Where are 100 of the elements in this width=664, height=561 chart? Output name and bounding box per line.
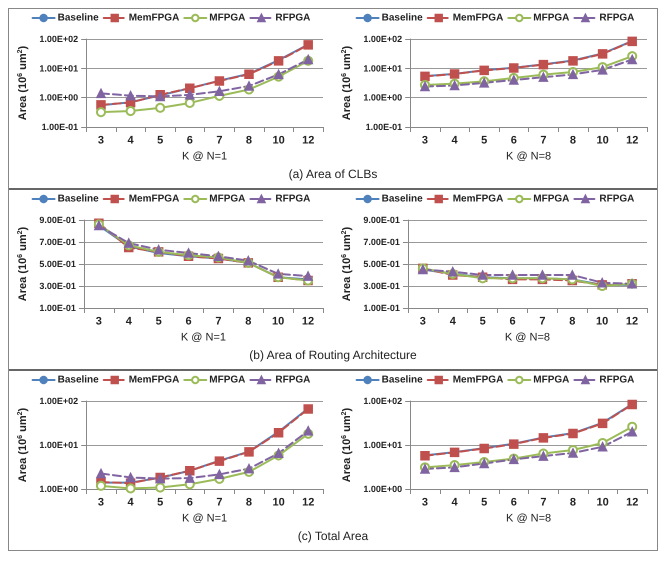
legend-label: Baseline — [58, 12, 100, 24]
legend-label: MFPGA — [533, 374, 570, 386]
x-tick-label: 12 — [626, 134, 638, 146]
x-tick-label: 8 — [569, 316, 576, 328]
legend-label: MemFPGA — [452, 374, 504, 386]
legend-label: Baseline — [58, 374, 100, 386]
x-tick-label: 7 — [540, 134, 546, 146]
x-tick-label: 10 — [272, 134, 285, 146]
x-tick-label: 3 — [98, 496, 104, 508]
x-tick-label: 6 — [186, 134, 193, 146]
y-tick-label: 1.00E-01 — [366, 122, 402, 132]
y-tick-label: 1.00E+00 — [363, 484, 402, 494]
x-tick-label: 3 — [96, 316, 102, 328]
legend-label: MFPGA — [209, 12, 246, 24]
x-tick-label: 8 — [570, 496, 576, 508]
text: (b) Area of Routing Architecture — [248, 348, 418, 362]
x-tick-label: 12 — [626, 316, 638, 328]
legend-label: RFPGA — [275, 374, 310, 386]
legend-label: MFPGA — [533, 194, 570, 204]
legend-label: MemFPGA — [452, 194, 504, 204]
x-tick-label: 4 — [450, 316, 457, 328]
x-tick-label: 6 — [510, 496, 517, 508]
x-tick-label: 6 — [510, 134, 517, 146]
x-tick-label: 8 — [570, 134, 576, 146]
text: (a) Area of CLBs — [288, 167, 378, 181]
x-tick-label: 4 — [126, 316, 133, 328]
x-tick-label: 6 — [186, 496, 193, 508]
y-tick-label: 1.00E+00 — [39, 484, 78, 494]
x-tick-label: 3 — [422, 496, 428, 508]
y-tick-label: 3.00E-01 — [39, 281, 76, 291]
x-tick-label: 7 — [216, 134, 222, 146]
x-tick-label: 6 — [185, 316, 192, 328]
y-tick-label: 1.00E+01 — [363, 440, 402, 450]
legend-label: MemFPGA — [128, 12, 180, 24]
x-axis-title: K @ N=8 — [504, 332, 550, 344]
y-tick-label: 1.00E+01 — [39, 440, 78, 450]
x-tick-label: 10 — [272, 496, 285, 508]
legend-label: MFPGA — [209, 194, 246, 204]
x-tick-label: 4 — [128, 496, 135, 508]
x-tick-label: 4 — [452, 496, 459, 508]
y-tick-label: 1.00E+02 — [363, 34, 402, 44]
x-tick-label: 7 — [540, 496, 546, 508]
y-tick-label: 1.00E+00 — [39, 92, 78, 103]
x-tick-label: 6 — [509, 316, 516, 328]
legend-label: Baseline — [382, 12, 424, 24]
x-tick-label: 5 — [481, 496, 488, 508]
y-tick-label: 9.00E-01 — [39, 215, 76, 225]
x-axis-title: K @ N=1 — [182, 150, 228, 162]
legend-label: MFPGA — [209, 374, 246, 386]
x-tick-label: 12 — [626, 496, 638, 508]
legend-label: Baseline — [382, 194, 424, 204]
x-tick-label: 12 — [302, 496, 314, 508]
y-tick-label: 7.00E-01 — [363, 237, 400, 247]
x-axis-title: K @ N=8 — [506, 512, 552, 524]
x-tick-label: 5 — [156, 316, 162, 328]
y-tick-label: 1.00E+00 — [363, 92, 402, 103]
y-tick-label: 1.00E+01 — [363, 63, 402, 74]
legend-label: RFPGA — [599, 194, 634, 204]
x-tick-label: 12 — [302, 316, 314, 328]
x-tick-label: 8 — [245, 316, 252, 328]
x-tick-label: 5 — [157, 496, 164, 508]
y-tick-label: 1.00E-01 — [363, 303, 400, 313]
y-tick-label: 1.00E+02 — [363, 396, 402, 406]
legend-label: RFPGA — [599, 374, 634, 386]
y-tick-label: 1.00E+02 — [39, 34, 78, 44]
x-tick-label: 5 — [481, 134, 488, 146]
legend-label: MemFPGA — [128, 194, 180, 204]
legend-label: Baseline — [382, 374, 424, 386]
x-tick-label: 7 — [216, 496, 222, 508]
legend-label: RFPGA — [599, 12, 634, 24]
x-tick-label: 3 — [98, 134, 104, 146]
text: (c) Total Area — [296, 529, 370, 543]
y-tick-label: 7.00E-01 — [39, 237, 76, 247]
x-tick-label: 3 — [420, 316, 426, 328]
legend-label: MFPGA — [533, 12, 570, 24]
legend-label: Baseline — [58, 194, 100, 204]
y-tick-label: 5.00E-01 — [39, 259, 76, 269]
x-tick-label: 4 — [452, 134, 459, 146]
x-tick-label: 4 — [128, 134, 135, 146]
x-tick-label: 10 — [272, 316, 284, 328]
x-axis-title: K @ N=1 — [182, 512, 228, 524]
x-axis-title: K @ N=8 — [506, 150, 552, 162]
legend-label: MemFPGA — [128, 374, 180, 386]
x-tick-label: 7 — [539, 316, 546, 328]
y-tick-label: 5.00E-01 — [363, 259, 400, 269]
x-tick-label: 5 — [157, 134, 164, 146]
legend-label: RFPGA — [275, 12, 310, 24]
y-tick-label: 9.00E-01 — [363, 215, 400, 225]
x-tick-label: 12 — [302, 134, 314, 146]
y-tick-label: 1.00E+02 — [39, 396, 78, 406]
x-tick-label: 10 — [596, 316, 608, 328]
y-tick-label: 1.00E-01 — [42, 122, 78, 132]
x-axis-title: K @ N=1 — [180, 332, 226, 344]
legend-label: RFPGA — [275, 194, 310, 204]
y-tick-label: 1.00E-01 — [39, 303, 76, 313]
x-tick-label: 10 — [596, 134, 609, 146]
x-tick-label: 10 — [596, 496, 609, 508]
legend-label: MemFPGA — [452, 12, 504, 24]
x-tick-label: 3 — [422, 134, 428, 146]
x-tick-label: 8 — [246, 496, 252, 508]
